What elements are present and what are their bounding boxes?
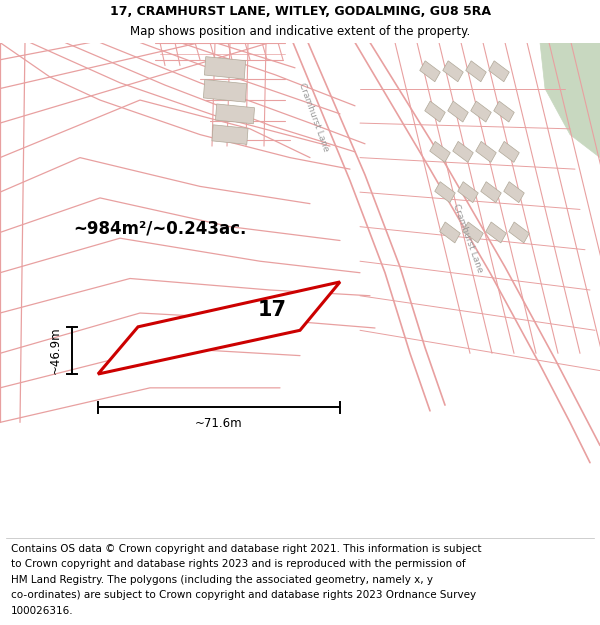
- Text: Cramhurst Lane: Cramhurst Lane: [298, 82, 331, 153]
- Polygon shape: [481, 182, 501, 203]
- Polygon shape: [215, 104, 254, 124]
- Polygon shape: [509, 222, 529, 243]
- Polygon shape: [435, 182, 455, 203]
- Polygon shape: [540, 42, 600, 158]
- Text: Contains OS data © Crown copyright and database right 2021. This information is : Contains OS data © Crown copyright and d…: [11, 544, 481, 554]
- Polygon shape: [420, 61, 440, 82]
- Polygon shape: [471, 101, 491, 122]
- Polygon shape: [504, 182, 524, 203]
- Polygon shape: [425, 101, 445, 122]
- Polygon shape: [494, 101, 514, 122]
- Text: co-ordinates) are subject to Crown copyright and database rights 2023 Ordnance S: co-ordinates) are subject to Crown copyr…: [11, 591, 476, 601]
- Polygon shape: [453, 141, 473, 162]
- Text: ~984m²/~0.243ac.: ~984m²/~0.243ac.: [73, 220, 247, 238]
- Text: Cramhurst Lane: Cramhurst Lane: [451, 202, 485, 274]
- Polygon shape: [463, 222, 483, 243]
- Text: HM Land Registry. The polygons (including the associated geometry, namely x, y: HM Land Registry. The polygons (includin…: [11, 575, 433, 585]
- Polygon shape: [448, 101, 468, 122]
- Polygon shape: [430, 141, 450, 162]
- Text: 100026316.: 100026316.: [11, 606, 73, 616]
- Polygon shape: [499, 141, 519, 162]
- Polygon shape: [476, 141, 496, 162]
- Text: ~71.6m: ~71.6m: [195, 417, 243, 430]
- Polygon shape: [212, 125, 248, 144]
- Text: 17: 17: [257, 299, 287, 319]
- Polygon shape: [205, 57, 245, 79]
- Text: Map shows position and indicative extent of the property.: Map shows position and indicative extent…: [130, 25, 470, 38]
- Polygon shape: [466, 61, 486, 82]
- Polygon shape: [489, 61, 509, 82]
- Polygon shape: [440, 222, 460, 243]
- Text: to Crown copyright and database rights 2023 and is reproduced with the permissio: to Crown copyright and database rights 2…: [11, 559, 466, 569]
- Polygon shape: [486, 222, 506, 243]
- Polygon shape: [458, 182, 478, 203]
- Text: 17, CRAMHURST LANE, WITLEY, GODALMING, GU8 5RA: 17, CRAMHURST LANE, WITLEY, GODALMING, G…: [110, 6, 491, 18]
- Polygon shape: [203, 79, 247, 102]
- Polygon shape: [98, 282, 340, 374]
- Text: ~46.9m: ~46.9m: [49, 327, 62, 374]
- Polygon shape: [443, 61, 463, 82]
